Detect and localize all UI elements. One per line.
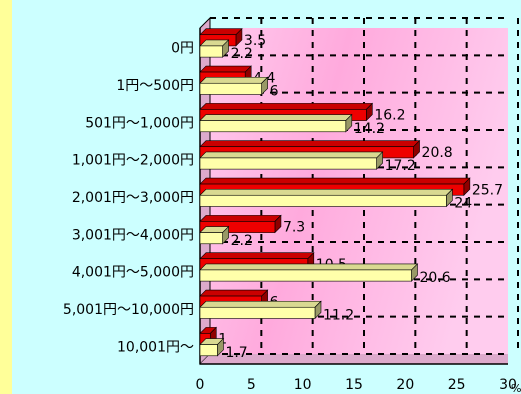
- bar-top: [199, 188, 454, 196]
- data-label: 1.7: [225, 345, 247, 361]
- bar-top: [199, 28, 243, 36]
- x-tick-label: 5: [247, 377, 256, 393]
- x-tick-label: 30: [499, 377, 517, 393]
- bar-top: [199, 177, 471, 185]
- x-tick-label: 20: [396, 377, 414, 393]
- data-label: 20.6: [419, 270, 450, 286]
- bar-top: [199, 103, 374, 110]
- data-label: 14.2: [354, 121, 385, 137]
- data-label: 2.2: [231, 46, 253, 62]
- category-label: 5,001円～10,000円: [63, 302, 194, 318]
- data-label: 25.7: [472, 182, 503, 198]
- bar-top: [199, 151, 384, 159]
- data-label: 16.2: [374, 108, 405, 124]
- data-label: 20.8: [422, 145, 453, 161]
- category-label: 10,001円～: [117, 339, 194, 355]
- category-label: 4,001円～5,000円: [72, 265, 194, 281]
- data-label: 3.5: [244, 33, 266, 49]
- data-label: 24: [454, 195, 472, 211]
- bar-top: [199, 76, 269, 84]
- bar: [199, 120, 347, 133]
- data-label: 2.2: [231, 233, 253, 249]
- data-label: 6: [270, 83, 279, 99]
- bar-top: [199, 140, 421, 148]
- category-label: 1,001円～2,000円: [72, 153, 194, 169]
- bar-top: [199, 300, 322, 308]
- x-tick-label: 25: [448, 377, 466, 393]
- bar-top: [199, 114, 353, 121]
- bar: [199, 232, 223, 245]
- bar-top: [199, 289, 269, 297]
- category-label: 1円～500円: [116, 78, 194, 94]
- bar: [199, 269, 412, 282]
- data-label: 17.2: [385, 158, 416, 174]
- category-label: 3,001円～4,000円: [72, 227, 194, 243]
- category-label: 2,001円～3,000円: [72, 190, 194, 206]
- bar-top: [199, 65, 252, 73]
- bar-top: [199, 263, 419, 271]
- x-tick-label: 10: [294, 377, 312, 393]
- data-label: 7.3: [283, 220, 305, 236]
- data-label: 11.2: [323, 307, 354, 323]
- bar: [199, 157, 377, 170]
- category-label: 501円～1,000円: [85, 115, 194, 131]
- bar-top: [199, 252, 315, 260]
- left-accent-strip: [0, 0, 12, 394]
- x-tick-label: 15: [345, 377, 363, 393]
- floor: [200, 354, 508, 364]
- bar: [199, 221, 276, 233]
- bar: [199, 306, 316, 319]
- bar-top: [199, 215, 282, 222]
- bar: [199, 194, 447, 207]
- bar: [199, 344, 218, 357]
- x-tick-label: 0: [196, 377, 205, 393]
- x-unit-label: %: [511, 382, 521, 394]
- bar: [199, 45, 223, 58]
- bar: [199, 82, 262, 95]
- category-label: 0円: [171, 41, 194, 57]
